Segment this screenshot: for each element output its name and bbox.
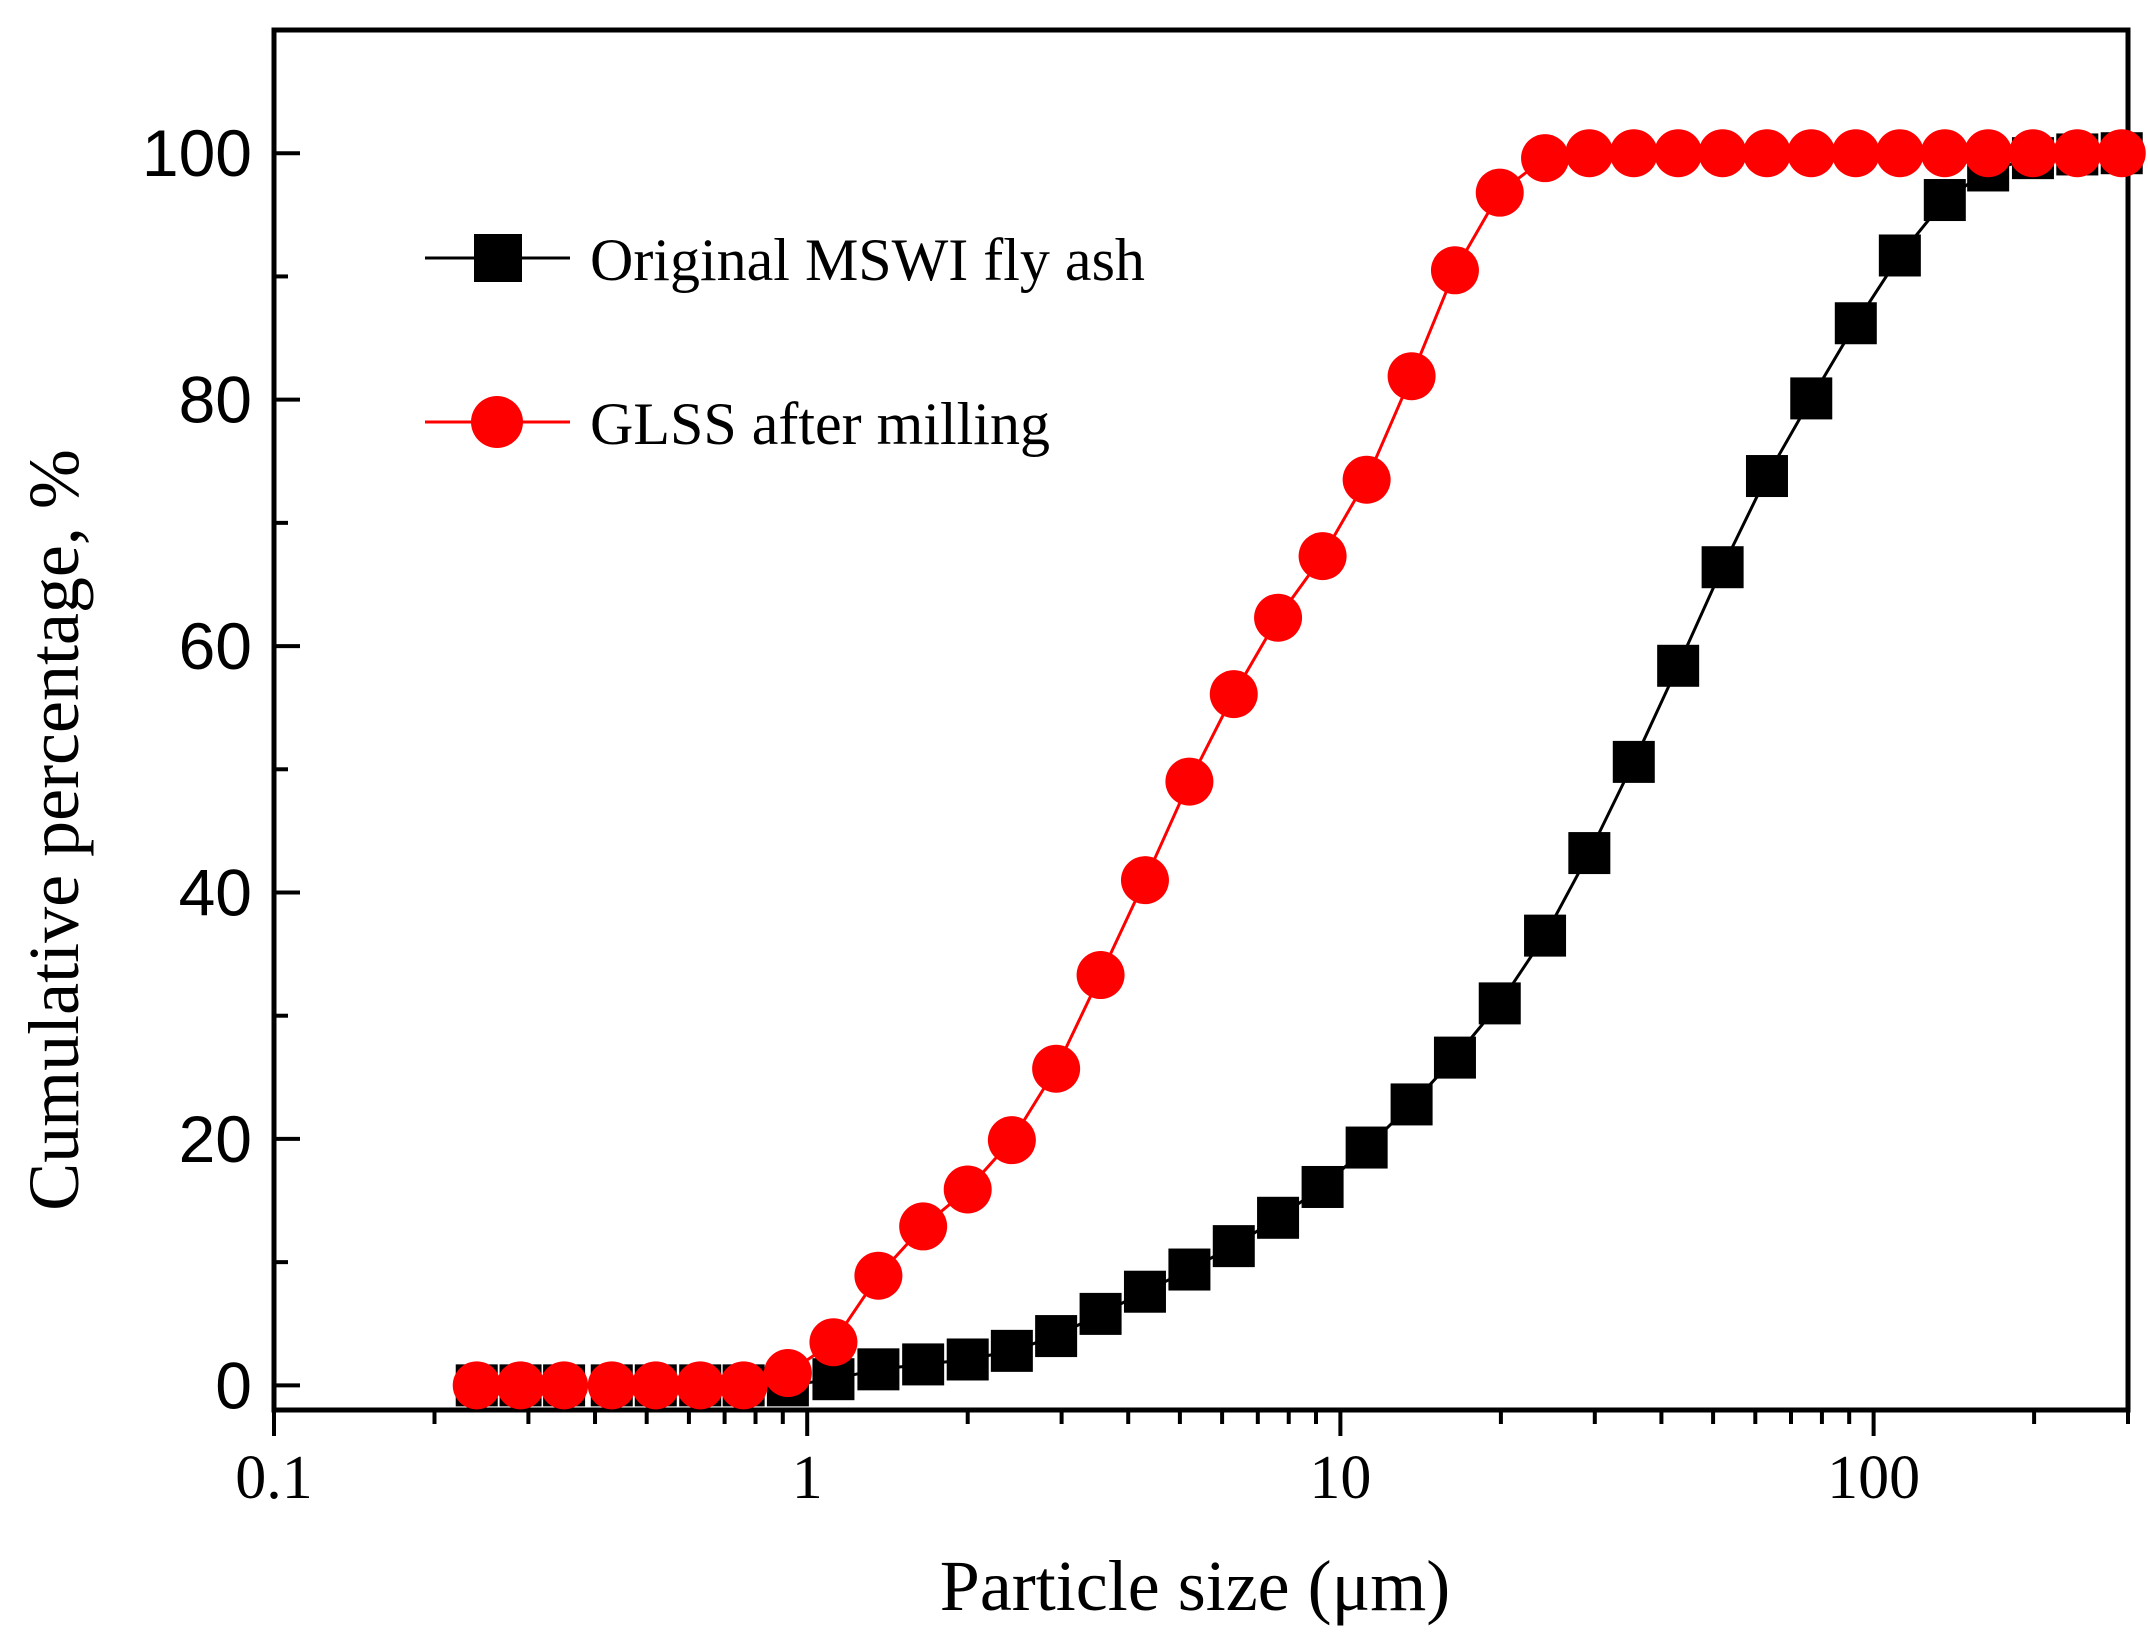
data-point-circle <box>1742 129 1791 178</box>
legend-marker-circle <box>471 396 523 448</box>
plot-frame <box>271 27 2131 1413</box>
data-point-circle <box>987 1116 1036 1165</box>
data-point-square <box>1478 982 1521 1025</box>
legend-marker-square <box>474 234 522 282</box>
data-point-circle <box>1209 670 1258 719</box>
data-point-circle <box>2053 129 2102 178</box>
data-point-square <box>1657 644 1700 687</box>
data-point-circle <box>1609 129 1658 178</box>
data-point-circle <box>1875 129 1924 178</box>
legend-label-original: Original MSWI fly ash <box>590 227 1145 293</box>
legend-item-glss: GLSS after milling <box>425 391 1050 457</box>
data-point-circle <box>809 1318 858 1367</box>
data-point-square <box>1433 1036 1476 1079</box>
data-point-circle <box>1698 129 1747 178</box>
data-point-circle <box>719 1361 768 1410</box>
data-point-circle <box>1920 129 1969 178</box>
data-point-square <box>1701 546 1744 589</box>
data-point-circle <box>540 1361 589 1410</box>
data-point-circle <box>587 1361 636 1410</box>
series-layer <box>452 129 2146 1410</box>
data-point-circle <box>943 1165 992 1214</box>
legend: Original MSWI fly ash GLSS after milling <box>425 227 1145 457</box>
data-point-square <box>1212 1225 1255 1268</box>
data-point-square <box>1745 455 1788 498</box>
data-point-circle <box>1654 129 1703 178</box>
data-point-circle <box>1964 129 2013 178</box>
x-tick-label: 100 <box>1827 1444 1920 1512</box>
data-point-circle <box>1076 951 1125 1000</box>
data-point-square <box>990 1329 1033 1372</box>
data-point-circle <box>1521 134 1570 183</box>
data-point-square <box>1568 832 1611 875</box>
series-glss-after-milling <box>452 129 2146 1410</box>
legend-item-original: Original MSWI fly ash <box>425 227 1145 293</box>
data-point-circle <box>676 1361 725 1410</box>
y-tick-label: 60 <box>179 609 252 683</box>
y-axis-ticks: 0 20 40 60 80 100 <box>142 116 300 1422</box>
y-tick-label: 40 <box>179 856 252 930</box>
data-point-circle <box>854 1251 903 1300</box>
data-point-circle <box>1298 532 1347 581</box>
data-point-circle <box>2097 129 2146 178</box>
data-point-square <box>857 1348 900 1391</box>
data-point-circle <box>1032 1044 1081 1093</box>
x-axis-title: Particle size (μm) <box>940 1546 1450 1626</box>
data-point-square <box>1524 914 1567 957</box>
data-point-circle <box>1254 593 1303 642</box>
data-point-circle <box>452 1361 501 1410</box>
data-point-square <box>1390 1083 1433 1126</box>
data-point-square <box>1923 179 1966 222</box>
data-point-circle <box>1387 352 1436 401</box>
data-point-square <box>1035 1315 1078 1358</box>
data-point-square <box>1790 377 1833 420</box>
x-tick-label: 10 <box>1309 1444 1371 1512</box>
data-point-circle <box>1165 757 1214 806</box>
y-tick-label: 20 <box>179 1102 252 1176</box>
data-point-square <box>1612 740 1655 783</box>
data-point-circle <box>1120 856 1169 905</box>
data-point-circle <box>899 1202 948 1251</box>
data-point-square <box>946 1338 989 1381</box>
data-point-square <box>1878 234 1921 277</box>
data-point-square <box>1257 1196 1300 1239</box>
data-point-square <box>1168 1248 1211 1291</box>
x-tick-label: 1 <box>792 1444 823 1512</box>
x-tick-label: 0.1 <box>235 1444 313 1512</box>
y-tick-label: 80 <box>179 363 252 437</box>
data-point-circle <box>763 1349 812 1398</box>
data-point-square <box>1079 1292 1122 1335</box>
x-axis-ticks: 0.1 1 10 100 <box>235 1410 2130 1512</box>
data-point-square <box>1301 1165 1344 1208</box>
data-point-square <box>1834 302 1877 345</box>
series-original-mswi-fly-ash <box>455 132 2143 1407</box>
data-point-square <box>1123 1270 1166 1313</box>
data-point-circle <box>1342 455 1391 504</box>
data-point-circle <box>1565 129 1614 178</box>
data-point-circle <box>1787 129 1836 178</box>
data-point-circle <box>1831 129 1880 178</box>
data-point-circle <box>1475 168 1524 217</box>
data-point-circle <box>1430 246 1479 295</box>
y-axis-title: Cumulative percentage, % <box>14 449 94 1211</box>
data-point-circle <box>496 1361 545 1410</box>
y-tick-label: 100 <box>142 116 252 190</box>
legend-label-glss: GLSS after milling <box>590 391 1050 457</box>
data-point-square <box>902 1343 945 1386</box>
data-point-circle <box>2008 129 2057 178</box>
data-point-square <box>1345 1126 1388 1169</box>
data-point-circle <box>631 1361 680 1410</box>
y-tick-label: 0 <box>215 1348 252 1422</box>
